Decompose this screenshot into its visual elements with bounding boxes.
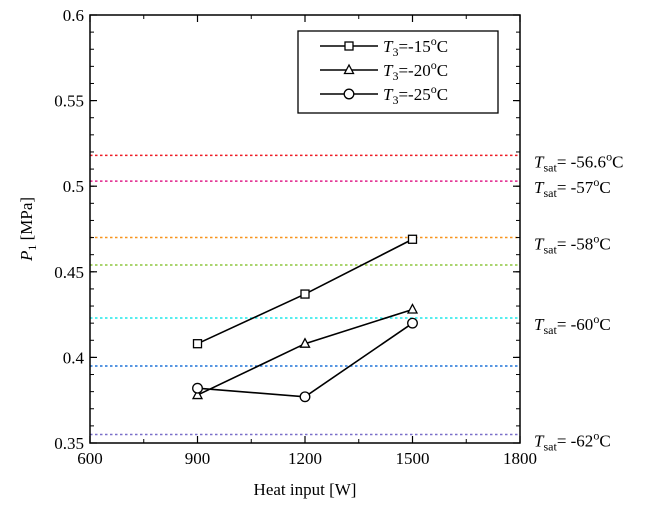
legend-label-text: =-20 [398, 61, 430, 80]
legend-label-text: =-15 [398, 37, 430, 56]
tsat-annotation-end: C [599, 315, 610, 334]
legend-marker-square [344, 41, 354, 51]
tsat-annotation: Tsat= -56.6oC [534, 149, 623, 174]
data-point-triangle [406, 303, 419, 314]
legend-label-end: C [437, 61, 448, 80]
legend-label-sub: 3 [392, 69, 398, 83]
series-triangle [191, 303, 419, 400]
data-point-triangle [191, 388, 204, 400]
legend-label: T3=-25oC [383, 82, 448, 107]
tsat-annotation-text: = -62 [557, 431, 594, 450]
legend-entry: T3=-20oC [320, 58, 448, 83]
tsat-annotation-end: C [612, 152, 623, 171]
tsat-annotation: Tsat= -60oC [534, 312, 611, 337]
tsat-annotation-sub: sat [543, 243, 557, 257]
x-tick-label: 1800 [503, 449, 537, 468]
series-layer [191, 234, 419, 403]
legend-label-end: C [437, 85, 448, 104]
legend-label-sub: 3 [392, 45, 398, 59]
tsat-annotation-sup: o [593, 232, 599, 246]
tsat-annotation-sub: sat [543, 160, 557, 174]
tsat-annotation-text: = -58 [557, 235, 594, 254]
tsat-annotation: Tsat= -62oC [534, 428, 611, 453]
tsat-annotation-text: = -56.6 [557, 152, 606, 171]
tsat-annotation: Tsat= -58oC [534, 232, 611, 257]
legend-label-sup: o [431, 34, 437, 48]
y-tick-label: 0.35 [54, 434, 84, 453]
x-tick-label: 1200 [288, 449, 322, 468]
legend-label-end: C [437, 37, 448, 56]
tsat-annotation: Tsat= -57oC [534, 175, 611, 200]
legend-label-sup: o [431, 82, 437, 96]
y-axis-label-sub: 1 [25, 245, 39, 251]
data-point-square [192, 339, 203, 349]
tsat-annotation-sub: sat [543, 186, 557, 200]
legend-label-sup: o [431, 58, 437, 72]
y-tick-label: 0.45 [54, 263, 84, 282]
tsat-annotation-sup: o [593, 175, 599, 189]
data-point-circle [299, 391, 311, 403]
legend-entry: T3=-15oC [320, 34, 448, 59]
x-tick-label: 1500 [396, 449, 430, 468]
tsat-annotation-sup: o [606, 149, 612, 163]
axis-ticks: 600 900 1200 1500 1800 0.35 0.4 0.45 0.5 0.55 0.6 [54, 6, 537, 468]
legend-marker-circle [343, 88, 355, 100]
y-tick-label: 0.55 [54, 92, 84, 111]
legend-label-sub: 3 [392, 93, 398, 107]
tsat-annotation-text: = -57 [557, 178, 594, 197]
series-square [192, 234, 418, 349]
legend-box [297, 30, 499, 114]
series-circle [192, 317, 418, 403]
y-tick-label: 0.6 [63, 6, 84, 25]
tsat-annotation-main: T [534, 235, 545, 254]
y-axis-label-main: P [17, 251, 36, 262]
tsat-annotation-main: T [534, 431, 545, 450]
tsat-annotation-main: T [534, 152, 545, 171]
tsat-annotation-main: T [534, 178, 545, 197]
legend-marker-triangle [343, 63, 355, 75]
legend-label: T3=-20oC [383, 58, 448, 83]
y-tick-label: 0.5 [63, 177, 84, 196]
data-point-circle [407, 317, 418, 329]
legend-label-main: T [383, 37, 394, 56]
tsat-annotation-main: T [534, 315, 545, 334]
tsat-annotation-sup: o [593, 428, 599, 442]
tsat-annotation-end: C [599, 431, 610, 450]
x-axis-label: Heat input [W] [254, 480, 357, 499]
legend-label-text: =-25 [398, 85, 430, 104]
legend-entry: T3=-25oC [320, 82, 448, 107]
tsat-annotation-sup: o [593, 312, 599, 326]
data-point-square [300, 289, 310, 299]
data-point-circle [192, 382, 203, 394]
tsat-annotation-end: C [599, 235, 610, 254]
reference-lines [90, 154, 520, 436]
series-line [197, 322, 413, 398]
y-axis-label: P1 [MPa] [17, 197, 39, 262]
tsat-annotation-sub: sat [543, 323, 557, 337]
data-point-square [407, 234, 418, 244]
legend-label: T3=-15oC [383, 34, 448, 59]
y-tick-label: 0.4 [63, 348, 85, 367]
legend-label-main: T [383, 61, 394, 80]
x-tick-label: 600 [77, 449, 103, 468]
tsat-annotation-end: C [599, 178, 610, 197]
x-tick-label: 900 [185, 449, 211, 468]
tsat-annotation-text: = -60 [557, 315, 594, 334]
y-axis-label-unit: [MPa] [17, 197, 36, 245]
series-line [197, 308, 413, 396]
data-point-triangle [299, 337, 311, 348]
tsat-annotation-sub: sat [543, 439, 557, 453]
legend-label-main: T [383, 85, 394, 104]
